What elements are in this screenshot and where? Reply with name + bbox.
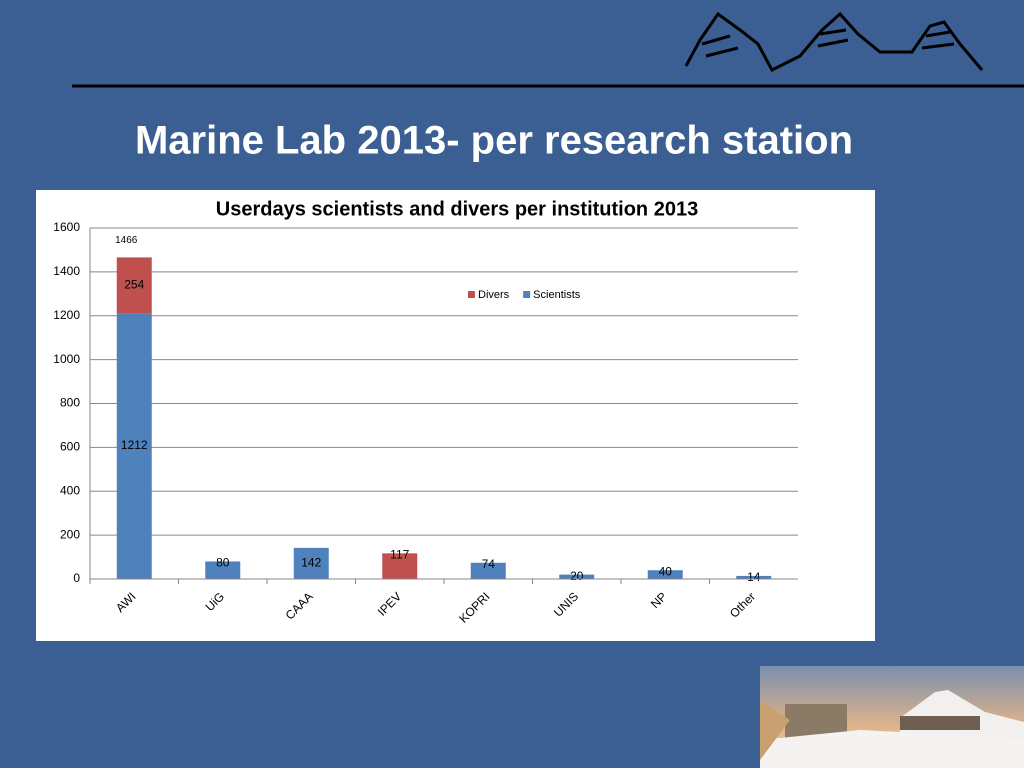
mountain-logo	[684, 11, 984, 72]
data-label: 14	[747, 570, 761, 584]
data-label: 254	[124, 277, 144, 291]
data-label: 74	[482, 557, 496, 571]
bar	[736, 575, 772, 579]
data-label: 142	[301, 556, 321, 570]
y-tick-label: 600	[60, 440, 80, 454]
total-label: 1466	[115, 235, 138, 246]
y-tick-label: 800	[60, 396, 80, 410]
bar	[382, 553, 418, 579]
legend-swatch	[523, 291, 531, 298]
bar	[116, 313, 152, 579]
bar	[116, 257, 152, 314]
y-tick-label: 1200	[53, 308, 80, 322]
data-label: 1212	[121, 438, 148, 452]
y-tick-label: 400	[60, 483, 80, 497]
data-label: 40	[659, 564, 673, 578]
bar	[205, 561, 241, 579]
legend-label: Divers	[478, 289, 510, 301]
bar	[293, 547, 329, 579]
chart-title: Userdays scientists and divers per insti…	[216, 198, 698, 220]
y-tick-label: 1000	[53, 352, 80, 366]
y-tick-label: 0	[73, 571, 80, 585]
y-tick-label: 200	[60, 527, 80, 541]
data-label: 117	[390, 548, 409, 562]
y-tick-label: 1400	[53, 264, 80, 278]
photo	[760, 666, 1024, 768]
legend-label: Scientists	[533, 289, 581, 301]
bar	[559, 574, 595, 579]
slide-title: Marine Lab 2013- per research station	[135, 119, 853, 163]
data-label: 80	[216, 556, 230, 570]
bar	[647, 570, 683, 579]
legend-swatch	[468, 291, 475, 298]
chart-background	[36, 190, 875, 641]
y-tick-label: 1600	[53, 220, 80, 234]
bar	[470, 562, 506, 579]
data-label: 20	[570, 569, 584, 583]
